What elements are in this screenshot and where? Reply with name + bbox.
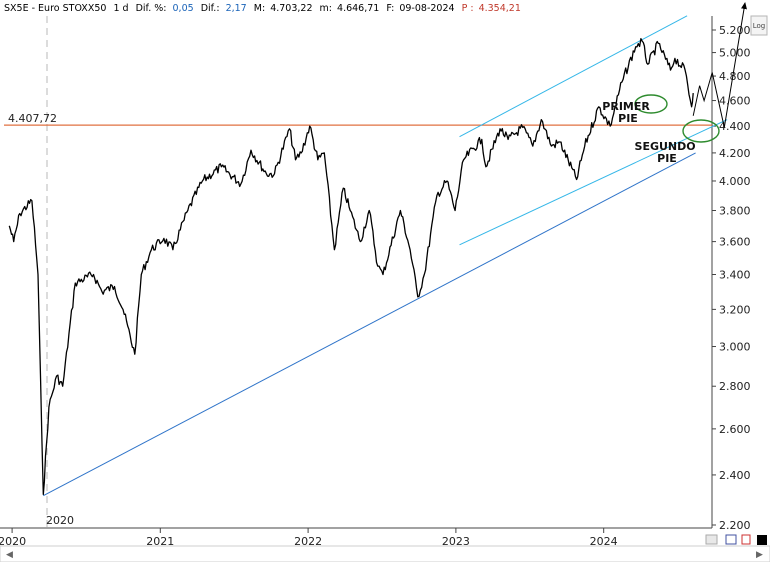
- y-tick-label: 2.800: [719, 380, 751, 393]
- y-tick-label: 4.800: [719, 70, 751, 83]
- header-min-label: m:: [320, 3, 332, 14]
- y-tick-label: 2.400: [719, 469, 751, 482]
- y-tick-label: 5.000: [719, 47, 751, 60]
- header-min-value: 4.646,71: [337, 3, 379, 14]
- x-axis-ticks: 2020 2021 2022 2023 2024: [0, 528, 618, 548]
- scroll-left-icon[interactable]: ◀: [6, 550, 13, 560]
- scroll-right-icon[interactable]: ▶: [756, 550, 763, 560]
- log-scale-button[interactable]: [750, 15, 768, 36]
- header-diff-pct-label: Dif. %:: [136, 3, 167, 14]
- y-tick-label: 5.200: [719, 24, 751, 37]
- y-tick-label: 3.400: [719, 268, 751, 281]
- x-tick-label: 2023: [442, 535, 470, 548]
- y-tick-label: 3.800: [719, 204, 751, 217]
- y-tick-label: 4.600: [719, 95, 751, 108]
- header-max-label: M:: [254, 3, 265, 14]
- header-diff-pct-value: 0,05: [173, 3, 194, 14]
- header-date-value: 09-08-2024: [399, 3, 454, 14]
- zoom-fit-icon[interactable]: [705, 534, 718, 545]
- color-icon[interactable]: [741, 534, 751, 545]
- forecast-arrow-path: [692, 2, 747, 128]
- x-tick-label: 2024: [590, 535, 618, 548]
- x-tick-label: 2022: [294, 535, 322, 548]
- header-max-value: 4.703,22: [270, 3, 312, 14]
- y-tick-label: 3.200: [719, 303, 751, 316]
- log-scale-button-label: Log: [753, 22, 766, 30]
- y-tick-label: 4.000: [719, 175, 751, 188]
- y-tick-label: 2.600: [719, 423, 751, 436]
- header-info: SX5E - Euro STOXX50 1 d Dif. %: 0,05 Dif…: [4, 3, 521, 14]
- y-tick-label: 4.400: [719, 120, 751, 133]
- header-period: 1 d: [113, 3, 128, 14]
- channel-lower-line: [459, 119, 728, 246]
- black-square-icon[interactable]: [757, 535, 767, 545]
- save-icon[interactable]: [725, 534, 737, 545]
- y-axis-ticks: 5.200 5.000 4.800 4.600 4.400 4.200 4.000 3.800…: [712, 24, 751, 532]
- y-tick-label: 4.200: [719, 147, 751, 160]
- corner-year-label: 2020: [46, 514, 74, 527]
- header-diff-value: 2,17: [226, 3, 247, 14]
- y-tick-label: 3.000: [719, 341, 751, 354]
- header-price-value: 4.354,21: [479, 3, 521, 14]
- long-term-trendline: [43, 152, 696, 497]
- price-series-line: [8, 38, 694, 496]
- header-date-label: F:: [386, 3, 394, 14]
- channel-upper-line: [459, 15, 688, 138]
- header-symbol: SX5E - Euro STOXX50: [4, 3, 106, 14]
- header-diff-label: Dif.:: [201, 3, 220, 14]
- support-level-label: 4.407,72: [8, 112, 57, 125]
- second-foot-ellipse: [682, 119, 720, 143]
- x-tick-label: 2020: [0, 535, 26, 548]
- annotation-second-foot: SEGUNDO PIE: [635, 140, 700, 165]
- first-foot-ellipse: [634, 94, 668, 114]
- y-tick-label: 3.600: [719, 236, 751, 249]
- bottom-toolbar: [0, 545, 770, 562]
- header-price-label: P :: [462, 3, 474, 14]
- y-tick-label: 2.200: [719, 519, 751, 532]
- annotation-first-foot: PRIMER PIE: [602, 100, 653, 125]
- x-tick-label: 2021: [146, 535, 174, 548]
